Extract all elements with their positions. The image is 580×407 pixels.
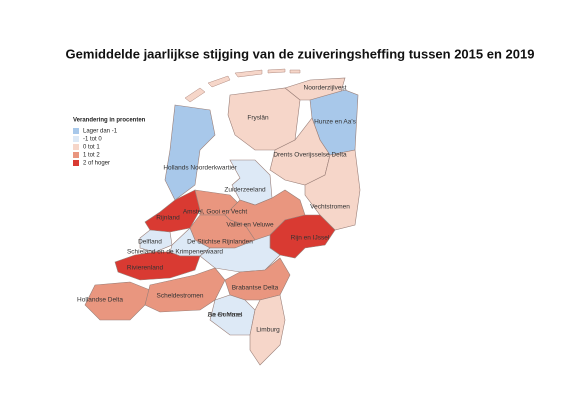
- region-label: Hollandse Delta: [77, 297, 123, 304]
- island: [267, 68, 286, 74]
- legend-swatch: [73, 160, 79, 166]
- region-label: De Stichtse Rijnlanden: [187, 239, 253, 246]
- regions: [84, 77, 361, 366]
- island: [184, 87, 206, 103]
- island: [207, 75, 231, 88]
- legend-title: Verandering in procenten: [73, 118, 146, 124]
- islands: [184, 68, 301, 103]
- region-labels: Noorderzijlvest Fryslân Hunze en Aa's Drent…: [77, 85, 357, 334]
- legend-swatch: [73, 152, 79, 158]
- legend-swatch: [73, 136, 79, 142]
- region-label: Rijn en IJssel: [291, 235, 330, 242]
- region-label: Aa en Maas: [208, 312, 243, 319]
- region: [304, 149, 361, 231]
- legend-label: 0 tot 1: [83, 145, 100, 151]
- region: [84, 281, 151, 321]
- region: [164, 104, 216, 201]
- region-label: Vallei en Veluwe: [226, 222, 274, 229]
- legend-swatch: [73, 144, 79, 150]
- region-label: Fryslân: [247, 115, 269, 122]
- legend-label: 1 tot 2: [83, 153, 100, 159]
- region-label: Zuiderzeeland: [224, 187, 266, 194]
- map-title: Gemiddelde jaarlijkse stijging van de zu…: [66, 46, 535, 61]
- region-label: Rivierenland: [127, 265, 164, 272]
- region: [199, 234, 281, 273]
- island: [289, 69, 301, 74]
- region-label: Brabantse Delta: [232, 285, 279, 292]
- region-label: Hollands Noorderkwartier: [163, 165, 237, 172]
- region-label: Limburg: [256, 327, 280, 334]
- region-label: Amstel, Gooi en Vecht: [183, 209, 248, 216]
- island: [234, 69, 263, 78]
- region-label: Delfland: [138, 239, 162, 246]
- region-label: Vechtstromen: [310, 204, 350, 211]
- legend-label: 2 of hoger: [83, 161, 110, 167]
- legend-swatch: [73, 128, 79, 134]
- legend-label: Lager dan -1: [83, 129, 118, 135]
- region-label: Schieland en de Krimpenerwaard: [127, 249, 223, 256]
- region-label: Drents Overijsselse Delta: [273, 152, 347, 159]
- region-label: Hunze en Aa's: [314, 119, 356, 126]
- region-label: Rijnland: [156, 215, 180, 222]
- region: [114, 251, 201, 281]
- region-label: De Dommel: [208, 312, 243, 319]
- region: [249, 294, 286, 366]
- region-label: Scheldestromen: [157, 293, 204, 300]
- region-label: Noorderzijlvest: [304, 85, 347, 92]
- legend: Lager dan -1 -1 tot 0 0 tot 1 1 tot 2 2 of h…: [73, 128, 118, 167]
- legend-label: -1 tot 0: [83, 137, 102, 143]
